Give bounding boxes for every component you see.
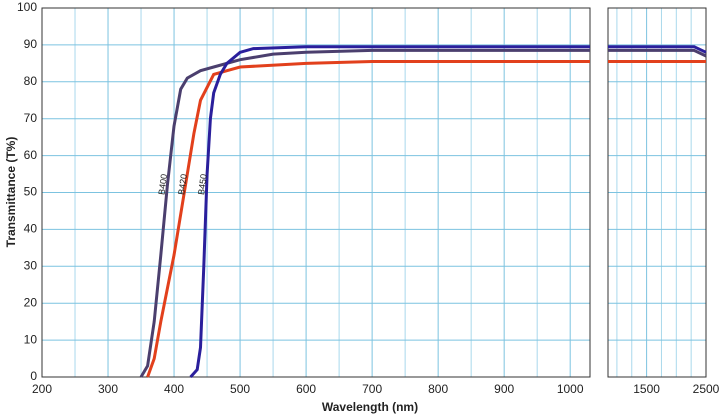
series-line (608, 45, 707, 54)
y-axis-title: Transmittance (T%) (4, 137, 18, 248)
series-line (146, 60, 590, 378)
x-tick-label: 1500 (633, 382, 660, 396)
x-tick-label: 700 (362, 382, 382, 396)
x-tick-label: 800 (428, 382, 448, 396)
series-line (608, 48, 707, 58)
series-line (189, 45, 590, 378)
x-tick-label: 600 (296, 382, 316, 396)
x-tick-label: 2500 (693, 382, 720, 396)
x-tick-label: 1000 (557, 382, 584, 396)
y-tick-label: 70 (24, 111, 38, 125)
y-tick-label: 0 (30, 369, 37, 383)
series-label: B450 (196, 173, 209, 195)
x-tick-label: 500 (230, 382, 250, 396)
x-tick-label: 300 (98, 382, 118, 396)
x-tick-label: 400 (164, 382, 184, 396)
series-line (139, 48, 590, 378)
y-tick-label: 30 (24, 258, 38, 272)
plot-frame (41, 7, 591, 378)
series-label: B420 (176, 173, 189, 195)
y-tick-label: 100 (17, 0, 37, 14)
y-tick-label: 60 (24, 148, 38, 162)
x-tick-label: 900 (494, 382, 514, 396)
x-tick-label: 200 (32, 382, 52, 396)
x-axis-title: Wavelength (nm) (322, 400, 418, 414)
y-tick-label: 10 (24, 332, 38, 346)
y-tick-label: 90 (24, 37, 38, 51)
series-label: B400 (156, 173, 169, 195)
y-tick-label: 80 (24, 74, 38, 88)
plot-frame (607, 7, 707, 378)
y-tick-label: 50 (24, 185, 38, 199)
y-tick-label: 20 (24, 295, 38, 309)
y-tick-label: 40 (24, 222, 38, 236)
